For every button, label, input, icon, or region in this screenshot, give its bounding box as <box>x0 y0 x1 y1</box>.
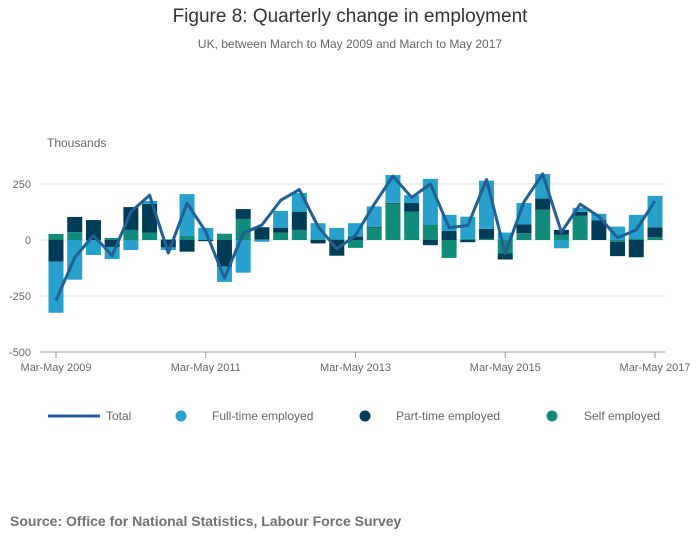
legend-full-swatch <box>175 410 187 422</box>
legend-part-swatch <box>359 410 371 422</box>
legend-self-swatch <box>546 410 558 422</box>
bar-part <box>535 198 551 210</box>
bar-part <box>235 209 251 219</box>
bar-self <box>48 233 64 240</box>
bar-self <box>404 211 420 240</box>
chart-title: Figure 8: Quarterly change in employment <box>172 6 528 27</box>
bar-part <box>366 227 382 228</box>
bar-full <box>48 261 64 313</box>
bar-self <box>516 233 532 240</box>
bar-self <box>385 203 401 240</box>
bar-full <box>366 206 382 228</box>
legend-full-label: Full-time employed <box>212 409 313 423</box>
bar-self <box>291 229 307 240</box>
y-tick-label: 0 <box>25 235 31 247</box>
bar-self <box>610 240 626 242</box>
bar-part <box>572 211 588 216</box>
bar-self <box>348 240 363 248</box>
bar-part <box>647 227 663 238</box>
bar-full <box>273 210 289 228</box>
bar-self <box>142 232 158 240</box>
bar-self <box>572 215 588 240</box>
bar-part <box>160 240 176 248</box>
bar-full <box>85 240 101 256</box>
bar-part <box>610 241 626 257</box>
bar-part <box>516 224 532 234</box>
bar-self <box>104 237 120 240</box>
legend-part-label: Part-time employed <box>396 409 500 423</box>
bar-self <box>647 237 663 240</box>
bar-part <box>385 202 401 204</box>
bar-part <box>48 240 64 262</box>
bar-self <box>123 229 139 240</box>
bar-part <box>104 240 120 247</box>
bar-self <box>441 240 457 258</box>
bar-self <box>310 239 326 240</box>
bar-part <box>422 240 438 246</box>
bar-part <box>291 212 307 230</box>
bar-full <box>628 214 644 239</box>
bar-part <box>198 240 214 242</box>
bar-self <box>479 238 495 240</box>
bar-self <box>179 235 195 240</box>
bar-part <box>254 227 270 240</box>
bar-part <box>628 240 644 258</box>
bar-self <box>160 239 176 240</box>
bar-full <box>123 240 139 251</box>
bar-full <box>497 232 513 240</box>
bar-part <box>591 220 607 240</box>
x-tick-label: Mar-May 2009 <box>21 362 92 374</box>
bar-self <box>553 234 569 240</box>
bar-full <box>647 195 663 228</box>
bar-self <box>254 239 270 240</box>
bar-full <box>572 207 588 212</box>
bar-self <box>422 224 438 240</box>
bar-self <box>329 239 345 240</box>
total-line <box>54 172 657 302</box>
bar-full <box>179 194 195 236</box>
x-tick-label: Mar-May 2011 <box>171 362 241 374</box>
source-note: Source: Office for National Statistics, … <box>10 513 402 529</box>
bar-full <box>235 240 251 273</box>
bar-self <box>235 218 251 240</box>
bar-self <box>460 238 476 240</box>
bar-full <box>254 240 270 242</box>
bar-part <box>179 240 195 252</box>
y-axis-label: Thousands <box>47 136 106 150</box>
bar-self <box>216 233 232 240</box>
bar-self <box>366 227 382 240</box>
bar-part <box>67 216 83 233</box>
bar-self <box>628 238 644 240</box>
bar-full <box>310 223 326 240</box>
bar-part <box>348 236 363 240</box>
bar-full <box>385 175 401 203</box>
bar-part <box>310 240 326 244</box>
chart-subtitle: UK, between March to May 2009 and March … <box>197 37 503 51</box>
y-tick-label: -250 <box>9 291 31 303</box>
y-tick-label: -500 <box>9 347 31 359</box>
bar-full <box>142 201 158 204</box>
bar-part <box>441 231 457 240</box>
bar-full <box>404 195 420 204</box>
bar-full <box>553 240 569 249</box>
legend-total-label: Total <box>106 409 131 423</box>
bar-part <box>85 220 101 240</box>
bar-part <box>497 253 513 260</box>
bar-part <box>479 228 495 239</box>
x-tick-label: Mar-May 2017 <box>620 362 691 374</box>
bar-self <box>67 232 83 240</box>
bar-part <box>460 240 476 243</box>
bar-self <box>273 232 289 240</box>
legend-self-label: Self employed <box>584 409 660 423</box>
bar-part <box>404 203 420 212</box>
bar-part <box>273 227 289 233</box>
bar-self <box>535 209 551 240</box>
y-tick-label: 250 <box>13 179 31 191</box>
x-tick-label: Mar-May 2015 <box>470 362 541 374</box>
bar-full <box>329 227 345 240</box>
bar-part <box>216 240 232 267</box>
bar-full <box>460 216 476 239</box>
x-tick-label: Mar-May 2013 <box>320 362 391 374</box>
